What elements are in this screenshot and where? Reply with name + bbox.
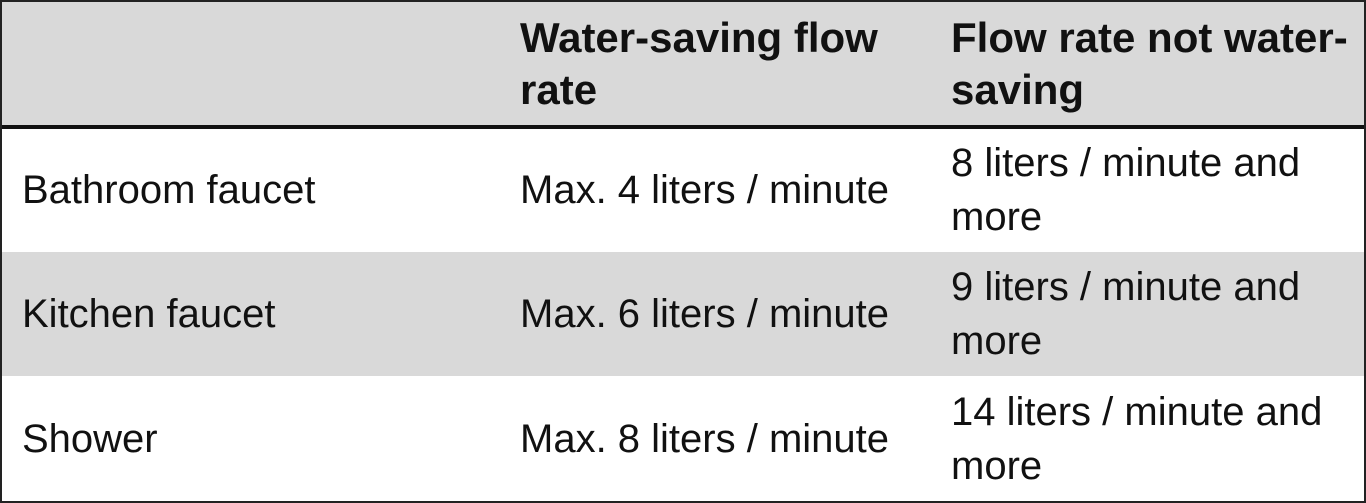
water-saving-value: Max. 6 liters / minute (520, 291, 890, 336)
header-row: Water-saving flow rate Flow rate not wat… (2, 2, 1364, 129)
header-water-saving-label: Water-saving flow rate (520, 13, 878, 113)
table-body: Bathroom faucet Max. 4 liters / minute 8… (2, 127, 1364, 501)
not-water-saving-value: 9 liters / minute and more (951, 264, 1301, 363)
header-not-water-saving: Flow rate not water-saving (931, 2, 1364, 129)
header-water-saving: Water-saving flow rate (500, 2, 931, 129)
table-header: Water-saving flow rate Flow rate not wat… (2, 2, 1364, 129)
table-row: Shower Max. 8 liters / minute 14 liters … (2, 376, 1364, 501)
water-saving-cell: Max. 8 liters / minute (500, 376, 931, 501)
not-water-saving-cell: 14 liters / minute and more (931, 376, 1364, 501)
not-water-saving-value: 14 liters / minute and more (951, 389, 1323, 488)
fixture-cell: Bathroom faucet (22, 168, 316, 213)
not-water-saving-cell: 8 liters / minute and more (931, 127, 1364, 252)
water-saving-value: Max. 8 liters / minute (520, 416, 890, 461)
fixture-cell: Shower (22, 416, 158, 461)
not-water-saving-value: 8 liters / minute and more (951, 141, 1301, 240)
header-fixture (2, 2, 500, 129)
fixture-cell: Kitchen faucet (22, 291, 276, 336)
not-water-saving-cell: 9 liters / minute and more (931, 252, 1364, 377)
water-saving-value: Max. 4 liters / minute (520, 168, 890, 213)
table-row: Kitchen faucet Max. 6 liters / minute 9 … (2, 251, 1364, 377)
water-saving-cell: Max. 6 liters / minute (500, 252, 931, 377)
water-saving-cell: Max. 4 liters / minute (500, 127, 931, 252)
header-not-water-saving-label: Flow rate not water-saving (951, 13, 1348, 113)
table-row: Bathroom faucet Max. 4 liters / minute 8… (2, 127, 1364, 252)
